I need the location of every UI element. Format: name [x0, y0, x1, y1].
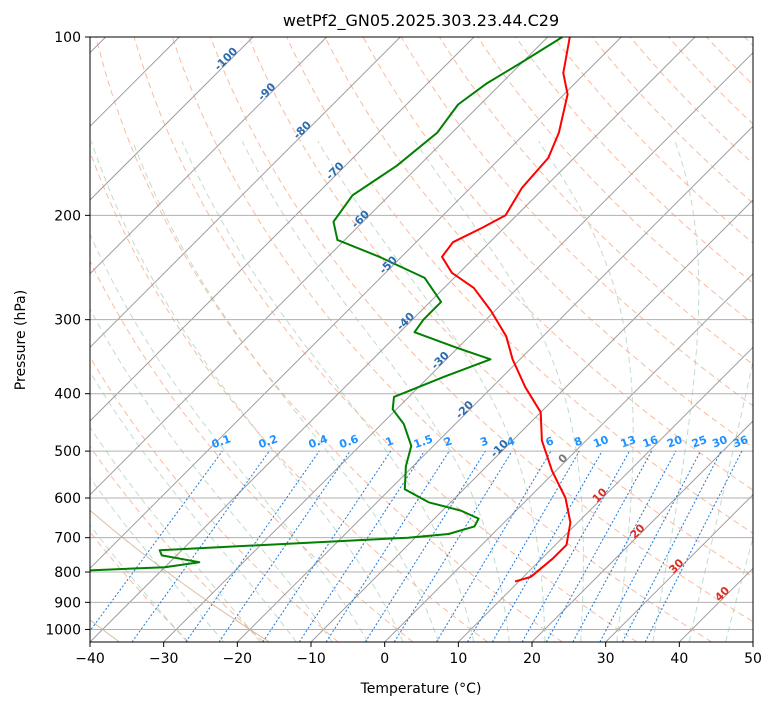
dry-adiabat	[90, 445, 264, 642]
lcl-curves	[90, 509, 270, 642]
y-tick-label: 100	[54, 30, 81, 46]
y-axis-ticks: 100 200 300 400 500 600 700 800 900 1000	[45, 30, 90, 638]
mixing-ratio-label: 0.6	[338, 432, 361, 451]
y-tick-label: 600	[54, 491, 81, 507]
isotherm-line	[384, 272, 753, 642]
mixing-ratio-label: 16	[641, 433, 660, 451]
dry-adiabat	[515, 37, 753, 284]
y-tick-label: 200	[54, 208, 81, 224]
isotherm-line	[90, 37, 696, 642]
x-tick-label: 40	[670, 651, 688, 667]
mixing-ratio-label: 10	[592, 433, 611, 451]
x-tick-label: −40	[75, 651, 105, 667]
mixing-ratio-line	[545, 450, 653, 642]
mixing-ratio-label: 0.2	[257, 432, 280, 451]
x-tick-label: −30	[149, 651, 179, 667]
chart-title: wetPf2_GN05.2025.303.23.44.C29	[283, 11, 559, 31]
mixing-ratio-label: 1.5	[412, 432, 435, 451]
x-tick-label: 10	[449, 651, 467, 667]
isotherm-line	[90, 37, 475, 422]
dewpoint-line	[90, 37, 563, 572]
x-tick-label: 50	[744, 651, 762, 667]
mixing-ratio-label: 3	[478, 434, 490, 449]
y-tick-label: 300	[54, 313, 81, 329]
isotherm-line	[90, 37, 401, 349]
dry-adiabat	[248, 37, 753, 578]
mixing-ratio-line	[572, 450, 677, 642]
x-tick-label: 20	[523, 651, 541, 667]
mixing-ratio-label: 1	[384, 434, 396, 449]
x-tick-label: −20	[223, 651, 253, 667]
mixing-ratio-label: 30	[710, 433, 729, 451]
lcl-curve	[90, 509, 270, 642]
mixing-ratio-label: 25	[690, 433, 709, 450]
mixing-ratio-label: 0.1	[210, 432, 233, 451]
y-tick-label: 1000	[45, 622, 81, 638]
isotherm-line	[90, 37, 254, 201]
y-axis-label: Pressure (hPa)	[13, 290, 29, 390]
mixing-ratio-line	[435, 450, 552, 642]
x-tick-label: 0	[380, 651, 389, 667]
mixing-ratio-line	[364, 450, 486, 642]
isotherm-line	[531, 420, 753, 642]
y-tick-label: 800	[54, 565, 81, 581]
isotherm-line	[457, 346, 753, 642]
y-tick-label: 700	[54, 531, 81, 547]
isotherm-line	[90, 37, 622, 570]
y-tick-label: 400	[54, 387, 81, 403]
isotherm-line	[310, 199, 753, 642]
mixing-ratio-line	[218, 450, 351, 642]
x-axis-label: Temperature (°C)	[360, 681, 482, 697]
mixing-ratio-label: 36	[731, 433, 750, 451]
dry-adiabat	[171, 37, 712, 642]
mixing-ratio-line	[467, 450, 580, 642]
skewed-isotherms	[90, 37, 753, 642]
isotherm-line	[90, 37, 549, 496]
mixing-ratio-label: 6	[544, 434, 556, 449]
dry-adiabat	[90, 259, 414, 642]
isotherm-line	[605, 493, 753, 642]
dry-adiabat	[324, 37, 753, 491]
mixing-ratio-label: 8	[572, 434, 584, 449]
mixing-ratio-lines: 0.1 0.2 0.4 0.6 1 1.5 2 3 4 6 8 10 13 16 20 25 30 36	[90, 432, 750, 642]
mixing-ratio-label: 2	[442, 434, 454, 449]
mixing-ratio-line	[325, 450, 450, 642]
isobar-gridlines	[90, 37, 753, 630]
mixing-ratio-line	[90, 450, 223, 632]
isotherm-line	[163, 51, 753, 642]
mixing-ratio-line	[491, 450, 603, 642]
mixing-ratio-label: 0.4	[307, 432, 330, 451]
dry-adiabat	[286, 37, 753, 534]
dry-adiabat	[95, 37, 563, 642]
dry-adiabat	[133, 37, 638, 642]
isotherm-line	[90, 37, 328, 275]
mixing-ratio-line	[185, 450, 320, 642]
dry-adiabat	[90, 356, 339, 642]
x-tick-label: 30	[597, 651, 615, 667]
y-tick-label: 900	[54, 595, 81, 611]
sounding-series	[90, 37, 572, 583]
mixing-ratio-label: 13	[619, 433, 638, 450]
mixing-ratio-line	[131, 450, 270, 642]
mixing-ratio-line	[393, 450, 513, 642]
mixing-ratio-line	[521, 450, 630, 642]
temperature-line	[441, 37, 572, 583]
x-tick-label: −10	[296, 651, 326, 667]
plot-frame	[89, 36, 754, 643]
x-axis-ticks: −40 −30 −20 −10 0 10 20 30 40 50	[75, 642, 762, 667]
mixing-ratio-label: 4	[505, 434, 517, 449]
mixing-ratio-label: 20	[665, 433, 684, 451]
y-tick-label: 500	[54, 444, 81, 460]
